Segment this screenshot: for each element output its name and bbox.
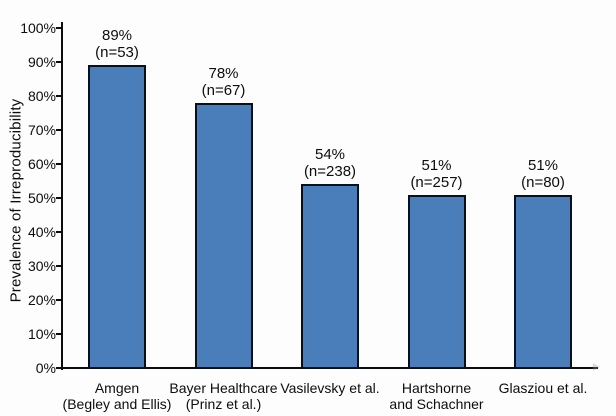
bar-value-line: 78% [208,64,239,82]
y-tick-label-10: 10% [27,326,56,342]
bar-value-label-bayer-healthcare-prinz-et-al: 78% (n=67) [164,65,284,99]
category-label-vasilevsky-et-al: Vasilevsky et al. [255,380,405,396]
bar-value-line: 89% [101,27,133,45]
bar-value-label-amgen-begley-and-ellis: 89% (n=53) [57,27,177,61]
bar-glasziou-et-al [514,194,572,369]
category-line: Glasziou et al. [498,380,588,396]
y-tick-label-40: 40% [27,224,56,240]
y-tick-label-30: 30% [27,258,56,274]
bar-value-line: 51% [421,156,452,174]
bar-value-line: 51% [527,156,559,174]
y-tick-80 [56,95,62,97]
y-axis-line [61,22,63,370]
y-tick-label-100: 100% [20,20,56,36]
bar-value-line: (n=53) [95,44,139,62]
category-line: Hartshorne [401,380,472,396]
category-line: Vasilevsky et al. [280,380,380,396]
category-line: and Schachner [389,396,484,412]
category-label-amgen-begley-and-ellis: Amgen (Begley and Ellis) [42,380,192,412]
y-tick-label-60: 60% [27,156,56,172]
bar-vasilevsky-et-al [301,184,359,369]
category-line: Bayer Healthcare [169,380,278,396]
bar-value-line: (n=257) [410,173,463,191]
bar-value-line: (n=67) [201,81,246,99]
y-tick-50 [56,197,62,199]
y-tick-10 [56,333,62,335]
category-label-glasziou-et-al: Glasziou et al. [468,380,616,396]
x-axis-arrow [593,361,603,371]
y-tick-label-80: 80% [27,88,56,104]
y-tick-90 [56,61,62,63]
y-tick-0 [56,367,62,369]
category-line: (Begley and Ellis) [62,396,172,412]
y-tick-30 [56,265,62,267]
bar-value-label-glasziou-et-al: 51% (n=80) [483,157,603,191]
category-line: Amgen [94,380,140,396]
y-tick-label-70: 70% [27,122,56,138]
y-tick-100 [56,27,62,29]
y-tick-label-0: 0% [35,360,56,376]
y-tick-label-90: 90% [27,54,56,70]
bar-hartshorne-and-schachner [407,194,466,369]
y-tick-label-50: 50% [27,190,56,206]
y-tick-label-20: 20% [27,292,56,308]
category-label-hartshorne-and-schachner: Hartshorne and Schachner [362,380,512,412]
y-tick-40 [56,231,62,233]
y-tick-60 [56,163,62,165]
category-label-bayer-healthcare-prinz-et-al: Bayer Healthcare (Prinz et al.) [149,380,299,412]
bar-value-label-hartshorne-and-schachner: 51% (n=257) [377,157,497,191]
y-tick-20 [56,299,62,301]
bar-bayer-healthcare-prinz-et-al [194,102,253,369]
y-tick-70 [56,129,62,131]
category-line: (Prinz et al.) [185,396,262,412]
bar-value-label-vasilevsky-et-al: 54% (n=238) [270,146,390,180]
bar-value-line: (n=80) [521,173,565,191]
bar-value-line: (n=238) [303,163,357,181]
bar-value-line: 54% [314,146,346,164]
bar-amgen-begley-and-ellis [88,65,146,369]
